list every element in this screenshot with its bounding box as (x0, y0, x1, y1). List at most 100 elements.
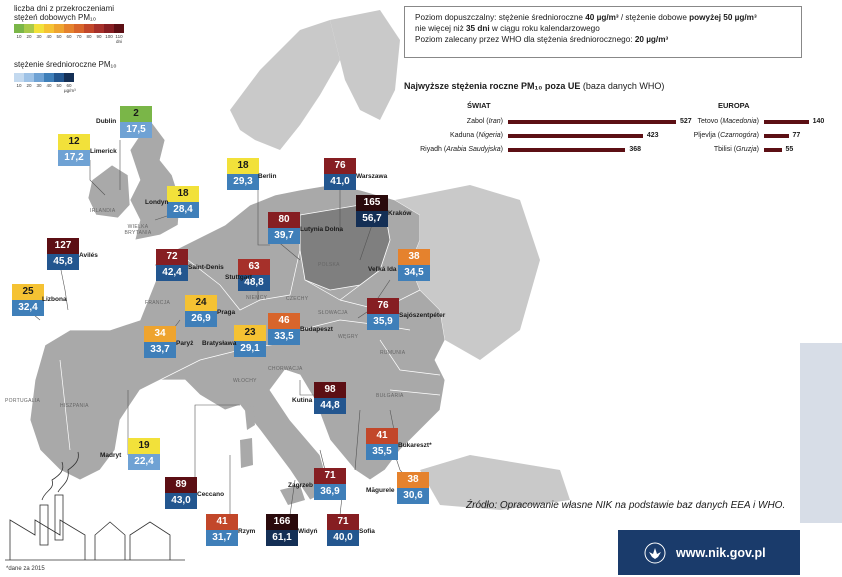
country-label: CHORWACJA (268, 366, 303, 372)
nik-logo[interactable]: www.nik.gov.pl (618, 530, 800, 575)
annual-value: 45,8 (47, 254, 79, 270)
country-label: RUMUNIA (380, 350, 406, 356)
annual-value: 61,1 (266, 530, 298, 546)
city-name: Berlin (258, 173, 277, 180)
city-name: Bratysława (202, 340, 237, 347)
country-label: CZECHY (286, 296, 309, 302)
legend-swatch (14, 73, 24, 82)
ranking-row: Tetovo (Macedonia) 140 (660, 116, 825, 127)
city-name: Zagrzeb (288, 482, 313, 489)
ranking-bar (764, 133, 789, 138)
city-name: Sofia (359, 528, 375, 535)
europe-column-header: EUROPA (718, 101, 750, 110)
annual-value: 42,4 (156, 265, 188, 281)
days-value: 38 (397, 472, 429, 488)
days-value: 63 (238, 259, 270, 275)
days-value: 127 (47, 238, 79, 254)
days-value: 19 (128, 438, 160, 454)
city-box-kutina: 98 44,8 (314, 382, 346, 414)
annual-value: 56,7 (356, 211, 388, 227)
country-label: WŁOCHY (233, 378, 257, 384)
days-value: 24 (185, 295, 217, 311)
legend-tick-label: 110 dni (115, 34, 123, 44)
ranking-row: Kaduna (Nigeria) 423 (404, 130, 659, 141)
annual-value: 22,4 (128, 454, 160, 470)
days-value: 71 (327, 514, 359, 530)
city-name: Ceccano (197, 491, 225, 498)
days-value: 80 (268, 212, 300, 228)
ranking-row: Tbilisi (Gruzja) 55 (660, 144, 793, 155)
nik-website-link[interactable]: www.nik.gov.pl (676, 545, 766, 560)
legend-swatch (24, 73, 34, 82)
annual-value: 33,5 (268, 329, 300, 345)
ranking-title: Najwyższe stężenia roczne PM₁₀ poza UE (… (404, 81, 665, 91)
city-name: Praga (217, 309, 236, 316)
legend-swatch (54, 73, 64, 82)
city-box-warszawa: 76 41,0 (324, 158, 356, 190)
legend-swatch (74, 24, 84, 33)
city-name: Sajószentpéter (399, 312, 446, 319)
city-box-saint-denis: 72 42,4 (156, 249, 188, 281)
ranking-value: 527 (680, 118, 692, 125)
days-value: 12 (58, 134, 90, 150)
city-name: Warszawa (356, 173, 388, 180)
ranking-bar (764, 147, 782, 152)
ranking-value: 423 (646, 132, 659, 139)
country-label: WĘGRY (338, 334, 359, 340)
ranking-value: 368 (629, 146, 641, 153)
ranking-row: Zabol (Iran) 527 (404, 116, 692, 127)
ranking-value: 140 (812, 118, 825, 125)
annual-value: 32,4 (12, 300, 44, 316)
city-box-widyń: 166 61,1 (266, 514, 298, 546)
ranking-city: Tetovo (Macedonia) (697, 118, 760, 125)
ranking-city: Riyadh (Arabia Saudyjska) (420, 146, 503, 153)
legend-days-title: liczba dni z przekroczeniami stężeń dobo… (14, 4, 115, 22)
days-value: 89 (165, 477, 197, 493)
city-box-avil-s: 127 45,8 (47, 238, 79, 270)
legend-swatch (94, 24, 104, 33)
annual-value: 35,5 (366, 444, 398, 460)
legend-tick-label: 40 (46, 34, 52, 39)
legend-tick-label: 100 (105, 34, 113, 39)
days-value: 25 (12, 284, 44, 300)
city-box-berlin: 18 29,3 (227, 158, 259, 190)
days-value: 34 (144, 326, 176, 342)
legend-swatch (34, 24, 44, 33)
days-value: 18 (167, 186, 199, 202)
days-value: 41 (206, 514, 238, 530)
legend-days-labels: 10 20 30 40 50 60 70 80 90 100 110 dni (14, 34, 124, 44)
days-value: 18 (227, 158, 259, 174)
legend-tick-label: 50 (56, 83, 62, 88)
legend-swatch (44, 73, 54, 82)
city-name: Budapeszt (300, 326, 333, 333)
city-box-paryż: 34 33,7 (144, 326, 176, 358)
days-value: 165 (356, 195, 388, 211)
annual-value: 17,2 (58, 150, 90, 166)
days-value: 166 (266, 514, 298, 530)
side-panel (800, 343, 842, 523)
city-name: Stuttgart (225, 274, 253, 281)
limits-info-box: Poziom dopuszczalny: stężenie średnioroc… (404, 6, 802, 58)
city-box-sajószentp-ter: 76 35,9 (367, 298, 399, 330)
days-value: 98 (314, 382, 346, 398)
city-box-dublin: 2 17,5 (120, 106, 152, 138)
country-label: SŁOWACJA (318, 310, 348, 316)
ranking-row: Riyadh (Arabia Saudyjska) 368 (404, 144, 641, 155)
city-box-madryt: 19 22,4 (128, 438, 160, 470)
city-box-ceccano: 89 43,0 (165, 477, 197, 509)
legend-annual-labels: 10 20 30 40 50 60 µg/m³ (14, 83, 75, 93)
annual-value: 36,9 (314, 484, 346, 500)
days-value: 41 (366, 428, 398, 444)
annual-value: 26,9 (185, 311, 217, 327)
factory-illustration-icon (5, 451, 185, 561)
annual-value: 40,0 (327, 530, 359, 546)
city-name: Veľká Ida (368, 266, 397, 273)
city-name: Kutina (292, 397, 313, 404)
city-box-stuttgart: 63 48,8 (238, 259, 270, 291)
legend-swatch (34, 73, 44, 82)
legend-annual-title: stężenie średnioroczne PM₁₀ (14, 60, 117, 69)
legend-swatch (44, 24, 54, 33)
annual-value: 44,8 (314, 398, 346, 414)
city-name: Avilés (79, 252, 98, 259)
country-label: PORTUGALIA (5, 398, 41, 404)
